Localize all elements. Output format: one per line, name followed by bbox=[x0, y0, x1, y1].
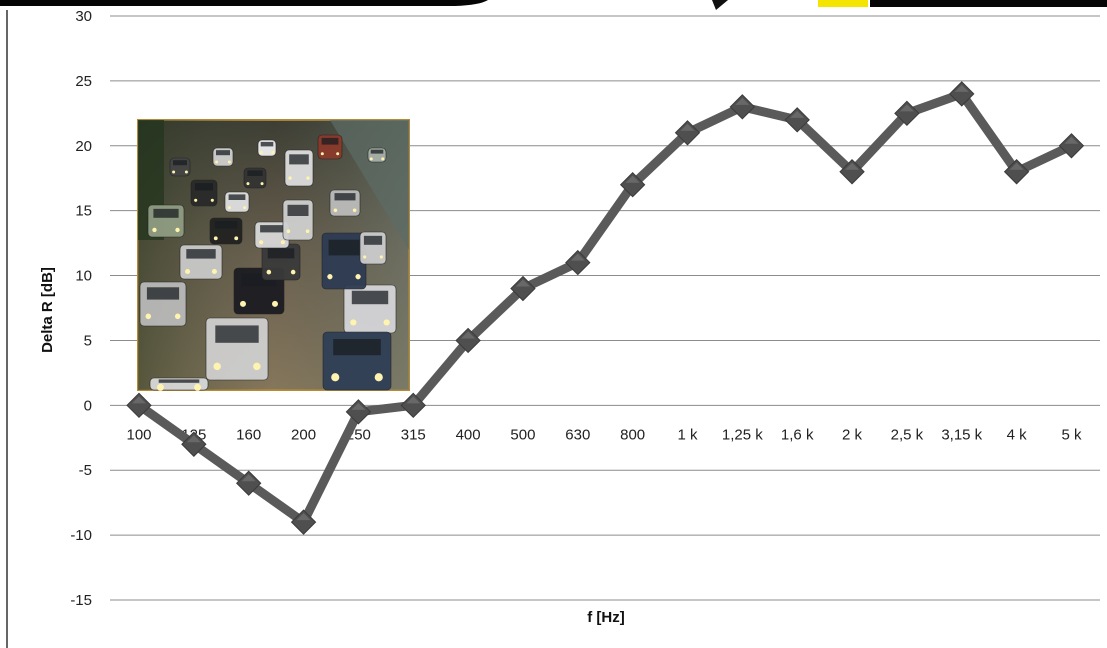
x-tick-label: 1 k bbox=[677, 426, 698, 443]
x-tick-label: 100 bbox=[126, 426, 151, 443]
top-banner bbox=[0, 0, 1107, 10]
data-point-marker bbox=[455, 327, 481, 354]
x-tick-label: 160 bbox=[236, 426, 261, 443]
data-point-marker bbox=[1058, 133, 1085, 159]
x-tick-label: 630 bbox=[565, 426, 590, 443]
data-point-marker bbox=[565, 249, 591, 276]
x-axis-title: f [Hz] bbox=[587, 609, 625, 626]
data-point-marker bbox=[290, 509, 317, 535]
y-tick-label: 20 bbox=[75, 138, 92, 155]
traffic-jam-photo bbox=[137, 119, 410, 391]
data-point-marker bbox=[400, 392, 426, 419]
x-tick-label: 4 k bbox=[1007, 426, 1028, 443]
x-axis-ticks: 1001251602002503154005006308001 k1,25 k1… bbox=[126, 426, 1081, 443]
data-point-marker bbox=[949, 81, 975, 107]
x-tick-label: 500 bbox=[510, 426, 535, 443]
x-tick-label: 315 bbox=[401, 426, 426, 443]
y-tick-label: 25 bbox=[75, 73, 92, 90]
data-point-marker bbox=[510, 275, 536, 302]
data-point-marker bbox=[894, 100, 920, 127]
x-tick-label: 2,5 k bbox=[891, 426, 924, 443]
x-tick-label: 200 bbox=[291, 426, 316, 443]
x-tick-label: 5 k bbox=[1061, 426, 1082, 443]
y-tick-label: 0 bbox=[84, 397, 92, 414]
y-axis-title: Delta R [dB] bbox=[39, 267, 56, 353]
y-axis-ticks: 30 25 20 15 10 5 0 -5 -10 -15 bbox=[70, 8, 92, 609]
data-point-marker bbox=[619, 172, 646, 198]
y-tick-label: 10 bbox=[75, 268, 92, 285]
y-tick-label: -10 bbox=[70, 527, 92, 544]
data-point-marker bbox=[126, 392, 152, 419]
data-point-marker bbox=[1003, 159, 1030, 185]
y-tick-label: 30 bbox=[75, 8, 92, 25]
data-point-marker bbox=[345, 399, 372, 425]
y-tick-label: -5 bbox=[79, 462, 92, 479]
data-point-marker bbox=[674, 120, 701, 146]
y-tick-label: -15 bbox=[70, 592, 92, 609]
x-tick-label: 800 bbox=[620, 426, 645, 443]
data-point-marker bbox=[729, 94, 756, 120]
data-point-marker bbox=[181, 431, 207, 457]
data-point-marker bbox=[784, 107, 810, 133]
x-tick-label: 2 k bbox=[842, 426, 863, 443]
x-tick-label: 1,25 k bbox=[722, 426, 763, 443]
y-tick-label: 15 bbox=[75, 203, 92, 220]
data-point-marker bbox=[839, 159, 865, 185]
x-tick-label: 400 bbox=[456, 426, 481, 443]
x-tick-label: 3,15 k bbox=[941, 426, 982, 443]
y-tick-label: 5 bbox=[84, 332, 92, 349]
data-point-marker bbox=[235, 470, 262, 496]
x-tick-label: 1,6 k bbox=[781, 426, 814, 443]
series-line bbox=[126, 81, 1085, 535]
